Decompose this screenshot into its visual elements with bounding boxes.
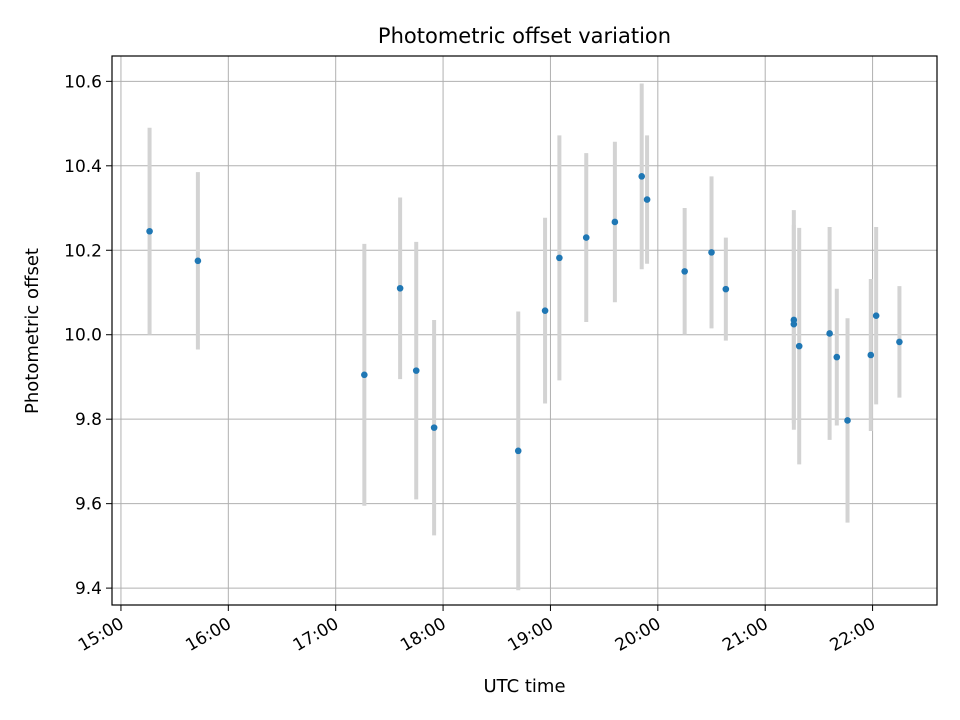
data-point bbox=[826, 330, 833, 337]
x-axis: 15:00 16:00 17:00 18:00 19:00 20:00 21:00 22:00 bbox=[75, 605, 879, 656]
data-point bbox=[681, 268, 688, 275]
data-point bbox=[638, 173, 646, 180]
data-point bbox=[833, 353, 841, 361]
y-tick-label: 10.2 bbox=[64, 241, 102, 261]
data-point bbox=[896, 338, 903, 346]
y-tick-label: 9.4 bbox=[75, 579, 102, 599]
data-point bbox=[790, 320, 798, 328]
x-tick-label: 22:00 bbox=[827, 614, 879, 656]
y-tick-label: 9.6 bbox=[75, 495, 102, 515]
x-tick-label: 20:00 bbox=[612, 614, 664, 656]
y-axis: 9.4 9.6 9.8 10.0 10.2 10.4 10.6 bbox=[64, 72, 112, 599]
data-point bbox=[412, 367, 420, 374]
data-point bbox=[146, 227, 153, 235]
grid bbox=[112, 56, 937, 605]
x-tick-label: 16:00 bbox=[182, 614, 234, 656]
data-point bbox=[872, 312, 880, 320]
x-tick-label: 17:00 bbox=[290, 614, 342, 656]
plot-frame bbox=[111, 55, 938, 606]
data-point bbox=[708, 249, 715, 256]
data-points bbox=[146, 173, 903, 455]
y-tick-label: 9.8 bbox=[75, 410, 102, 430]
data-point bbox=[582, 234, 590, 241]
data-point bbox=[611, 218, 619, 226]
x-axis-title: UTC time bbox=[483, 676, 565, 697]
x-tick-label: 18:00 bbox=[397, 614, 449, 656]
data-point bbox=[194, 257, 202, 265]
data-point bbox=[643, 196, 651, 203]
y-tick-label: 10.6 bbox=[64, 72, 102, 92]
x-tick-label: 15:00 bbox=[75, 614, 127, 656]
y-axis-title: Photometric offset bbox=[22, 248, 43, 414]
x-tick-label: 19:00 bbox=[505, 614, 557, 656]
y-tick-label: 10.0 bbox=[64, 326, 102, 346]
data-point bbox=[722, 285, 730, 293]
chart-title: Photometric offset variation bbox=[378, 24, 671, 48]
data-point bbox=[795, 342, 803, 350]
data-point bbox=[396, 284, 404, 292]
data-point bbox=[844, 417, 851, 424]
x-tick-label: 21:00 bbox=[719, 614, 771, 656]
data-point bbox=[361, 371, 368, 379]
errorbars bbox=[147, 83, 902, 591]
y-tick-label: 10.4 bbox=[64, 157, 102, 177]
data-point bbox=[867, 351, 875, 359]
data-point bbox=[556, 254, 563, 262]
data-point bbox=[430, 424, 438, 431]
data-point bbox=[514, 447, 522, 455]
data-point bbox=[541, 307, 549, 314]
